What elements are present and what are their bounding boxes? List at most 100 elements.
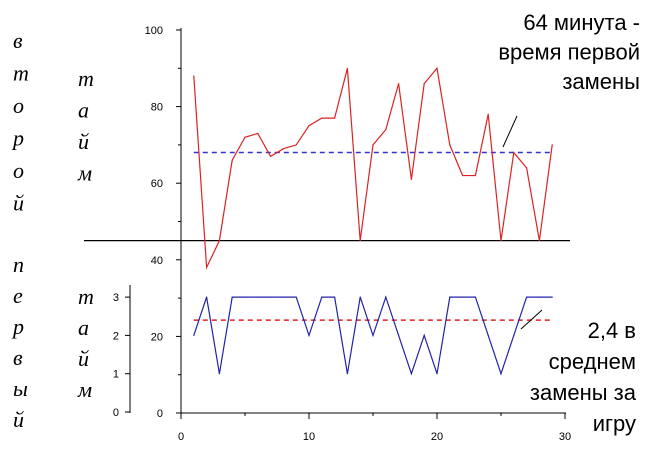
- data-point: [231, 296, 233, 298]
- data-point: [526, 296, 528, 298]
- data-point: [270, 296, 272, 298]
- data-point: [282, 296, 284, 298]
- data-point: [474, 174, 476, 177]
- side-label-letter: й: [13, 407, 24, 432]
- data-point: [398, 83, 400, 85]
- data-point: [526, 167, 528, 169]
- side-label-letter: ы: [13, 376, 28, 401]
- data-point: [500, 240, 502, 242]
- data-point: [513, 151, 515, 154]
- data-point: [385, 296, 387, 298]
- annotation-text: время первой: [498, 40, 640, 65]
- data-point: [462, 174, 464, 177]
- data-point: [334, 296, 336, 298]
- annotation-text: игру: [593, 411, 636, 436]
- data-point: [372, 144, 374, 146]
- data-point: [487, 334, 489, 336]
- data-point: [193, 75, 195, 77]
- side-label-letter: т: [13, 61, 29, 86]
- data-point: [282, 148, 284, 150]
- sub-y-tick-label: 1: [113, 369, 119, 381]
- side-label-letter: р: [11, 126, 24, 151]
- side-label-letter: й: [78, 346, 89, 371]
- side-label-letter: т: [78, 284, 94, 309]
- data-point: [257, 296, 259, 298]
- side-label-letter: о: [13, 93, 24, 118]
- data-point: [474, 296, 476, 298]
- data-point: [538, 240, 541, 242]
- side-label-letter: в: [13, 28, 23, 53]
- data-point: [295, 296, 297, 298]
- annotation-text: 64 минута -: [523, 10, 640, 35]
- data-point: [487, 113, 489, 115]
- y-tick-label: 0: [157, 408, 163, 420]
- data-point: [295, 144, 297, 146]
- annotation-text: 2,4 в: [588, 318, 636, 343]
- sub-y-tick-label: 0: [113, 407, 119, 419]
- data-point: [346, 67, 348, 69]
- data-point: [423, 334, 425, 336]
- data-point: [385, 128, 387, 131]
- side-label-letter: п: [13, 252, 24, 277]
- y-tick-label: 40: [151, 255, 163, 267]
- data-point: [334, 117, 336, 119]
- data-point: [321, 117, 323, 119]
- data-point: [257, 132, 259, 135]
- side-label-letter: м: [77, 161, 92, 186]
- data-point: [244, 136, 246, 138]
- side-label-letter: й: [13, 191, 24, 216]
- annotation-text: замены: [562, 69, 640, 94]
- data-point: [270, 155, 272, 157]
- data-point: [359, 296, 361, 298]
- side-label-letter: а: [78, 315, 89, 340]
- data-point: [231, 159, 233, 161]
- data-point: [551, 144, 553, 146]
- side-label-letter: р: [11, 314, 24, 339]
- side-label-letter: е: [13, 283, 23, 308]
- y-tick-label: 20: [151, 331, 163, 343]
- side-label-letter: й: [78, 129, 89, 154]
- data-point: [538, 296, 541, 298]
- side-label-letter: о: [13, 158, 24, 183]
- annotation-pointer: [520, 309, 543, 330]
- data-point: [513, 334, 515, 336]
- data-point: [423, 83, 425, 85]
- data-point: [206, 266, 208, 269]
- side-label-letter: м: [77, 377, 92, 402]
- data-point: [218, 240, 220, 242]
- data-point: [206, 296, 208, 298]
- x-tick-label: 20: [431, 431, 443, 443]
- sub-y-tick-label: 3: [113, 292, 119, 304]
- annotation-text: среднем: [549, 349, 636, 374]
- data-point: [193, 334, 195, 336]
- data-point: [551, 296, 553, 298]
- series-line: [193, 66, 553, 270]
- data-point: [308, 334, 310, 336]
- data-point: [346, 373, 348, 375]
- data-point: [308, 125, 310, 127]
- data-point: [244, 296, 246, 298]
- sub-y-tick-label: 2: [113, 330, 119, 342]
- data-point: [462, 296, 464, 298]
- y-tick-label: 60: [151, 178, 163, 190]
- data-point: [449, 296, 451, 298]
- y-tick-label: 80: [151, 102, 163, 114]
- data-point: [372, 334, 374, 336]
- x-tick-label: 10: [303, 431, 315, 443]
- data-point: [500, 373, 502, 375]
- data-point: [398, 334, 400, 336]
- data-point: [410, 373, 412, 375]
- y-tick-label: 100: [145, 25, 163, 37]
- chart-series: [193, 66, 553, 376]
- x-tick-label: 30: [559, 431, 571, 443]
- data-point: [436, 373, 438, 375]
- side-label-letter: а: [78, 98, 89, 123]
- data-point: [218, 373, 220, 375]
- chart-annotations: 64 минута - время первой замены 2,4 в средне…: [498, 10, 640, 436]
- data-point: [436, 67, 438, 69]
- data-point: [321, 296, 323, 298]
- data-point: [410, 178, 412, 180]
- annotation-pointer: [502, 115, 518, 148]
